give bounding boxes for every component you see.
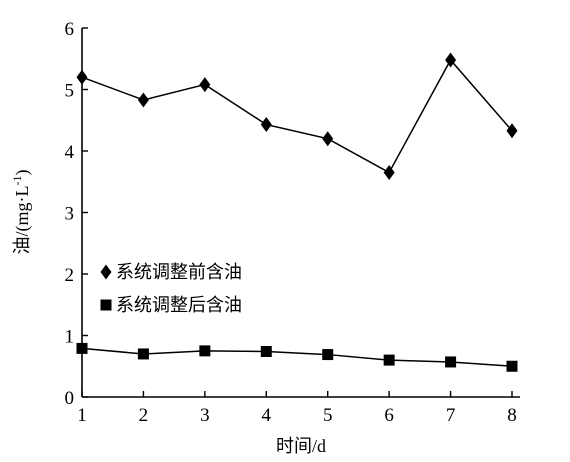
- legend-label: 系统调整前含油: [116, 262, 242, 282]
- diamond-data-point: [445, 52, 457, 68]
- legend-label: 系统调整后含油: [116, 295, 242, 315]
- series-2: [76, 342, 518, 372]
- y-axis-label-superscript: -1: [10, 176, 24, 186]
- x-tick-label: 7: [446, 405, 456, 426]
- square-data-point: [383, 354, 395, 366]
- series-2-line: [81, 347, 513, 367]
- square-data-point: [199, 345, 211, 357]
- axes: [81, 28, 520, 398]
- series-group: [76, 52, 518, 372]
- square-data-point: [506, 360, 518, 372]
- x-ticks: 1 2 3 4 5 6 7 8: [77, 391, 517, 426]
- legend-square-marker: [100, 299, 112, 311]
- x-tick-label: 2: [139, 405, 149, 426]
- y-ticks: 0 1 2 3 4 5 6: [65, 19, 88, 409]
- y-axis-label-group: 油/(mg·L-1): [10, 170, 33, 255]
- y-tick-label: 2: [65, 265, 75, 286]
- x-tick-label: 3: [200, 405, 210, 426]
- diamond-data-point: [137, 92, 149, 108]
- legend-item-2: 系统调整后含油: [100, 295, 242, 315]
- y-tick-label: 5: [65, 81, 75, 102]
- y-tick-label: 1: [65, 327, 75, 348]
- y-tick-label: 0: [65, 388, 75, 409]
- series-1: [76, 52, 518, 181]
- diamond-data-point: [383, 165, 395, 181]
- series-1-line: [81, 58, 513, 174]
- y-axis-label: 油/(mg·L-1): [10, 170, 33, 255]
- square-data-point: [137, 348, 149, 360]
- y-tick-label: 4: [65, 142, 75, 163]
- x-tick-label: 8: [507, 405, 517, 426]
- square-data-point: [322, 349, 334, 361]
- x-axis-label: 时间/d: [276, 436, 326, 456]
- square-data-point: [76, 342, 88, 354]
- x-tick-label: 4: [262, 405, 272, 426]
- diamond-data-point: [199, 77, 211, 93]
- legend-diamond-marker: [100, 264, 112, 280]
- x-tick-label: 5: [323, 405, 333, 426]
- square-data-point: [445, 356, 457, 368]
- diamond-data-point: [322, 131, 334, 147]
- x-tick-label: 6: [384, 405, 394, 426]
- y-axis-label-close: ): [12, 170, 33, 176]
- legend-item-1: 系统调整前含油: [100, 262, 242, 282]
- diamond-data-point: [76, 69, 88, 85]
- square-data-point: [260, 345, 272, 357]
- diamond-data-point: [506, 123, 518, 139]
- y-tick-label: 3: [65, 204, 75, 225]
- y-axis-label-text: 油/(mg·L: [12, 186, 33, 255]
- y-tick-label: 6: [65, 19, 75, 40]
- diamond-data-point: [260, 117, 272, 133]
- x-tick-label: 1: [77, 405, 87, 426]
